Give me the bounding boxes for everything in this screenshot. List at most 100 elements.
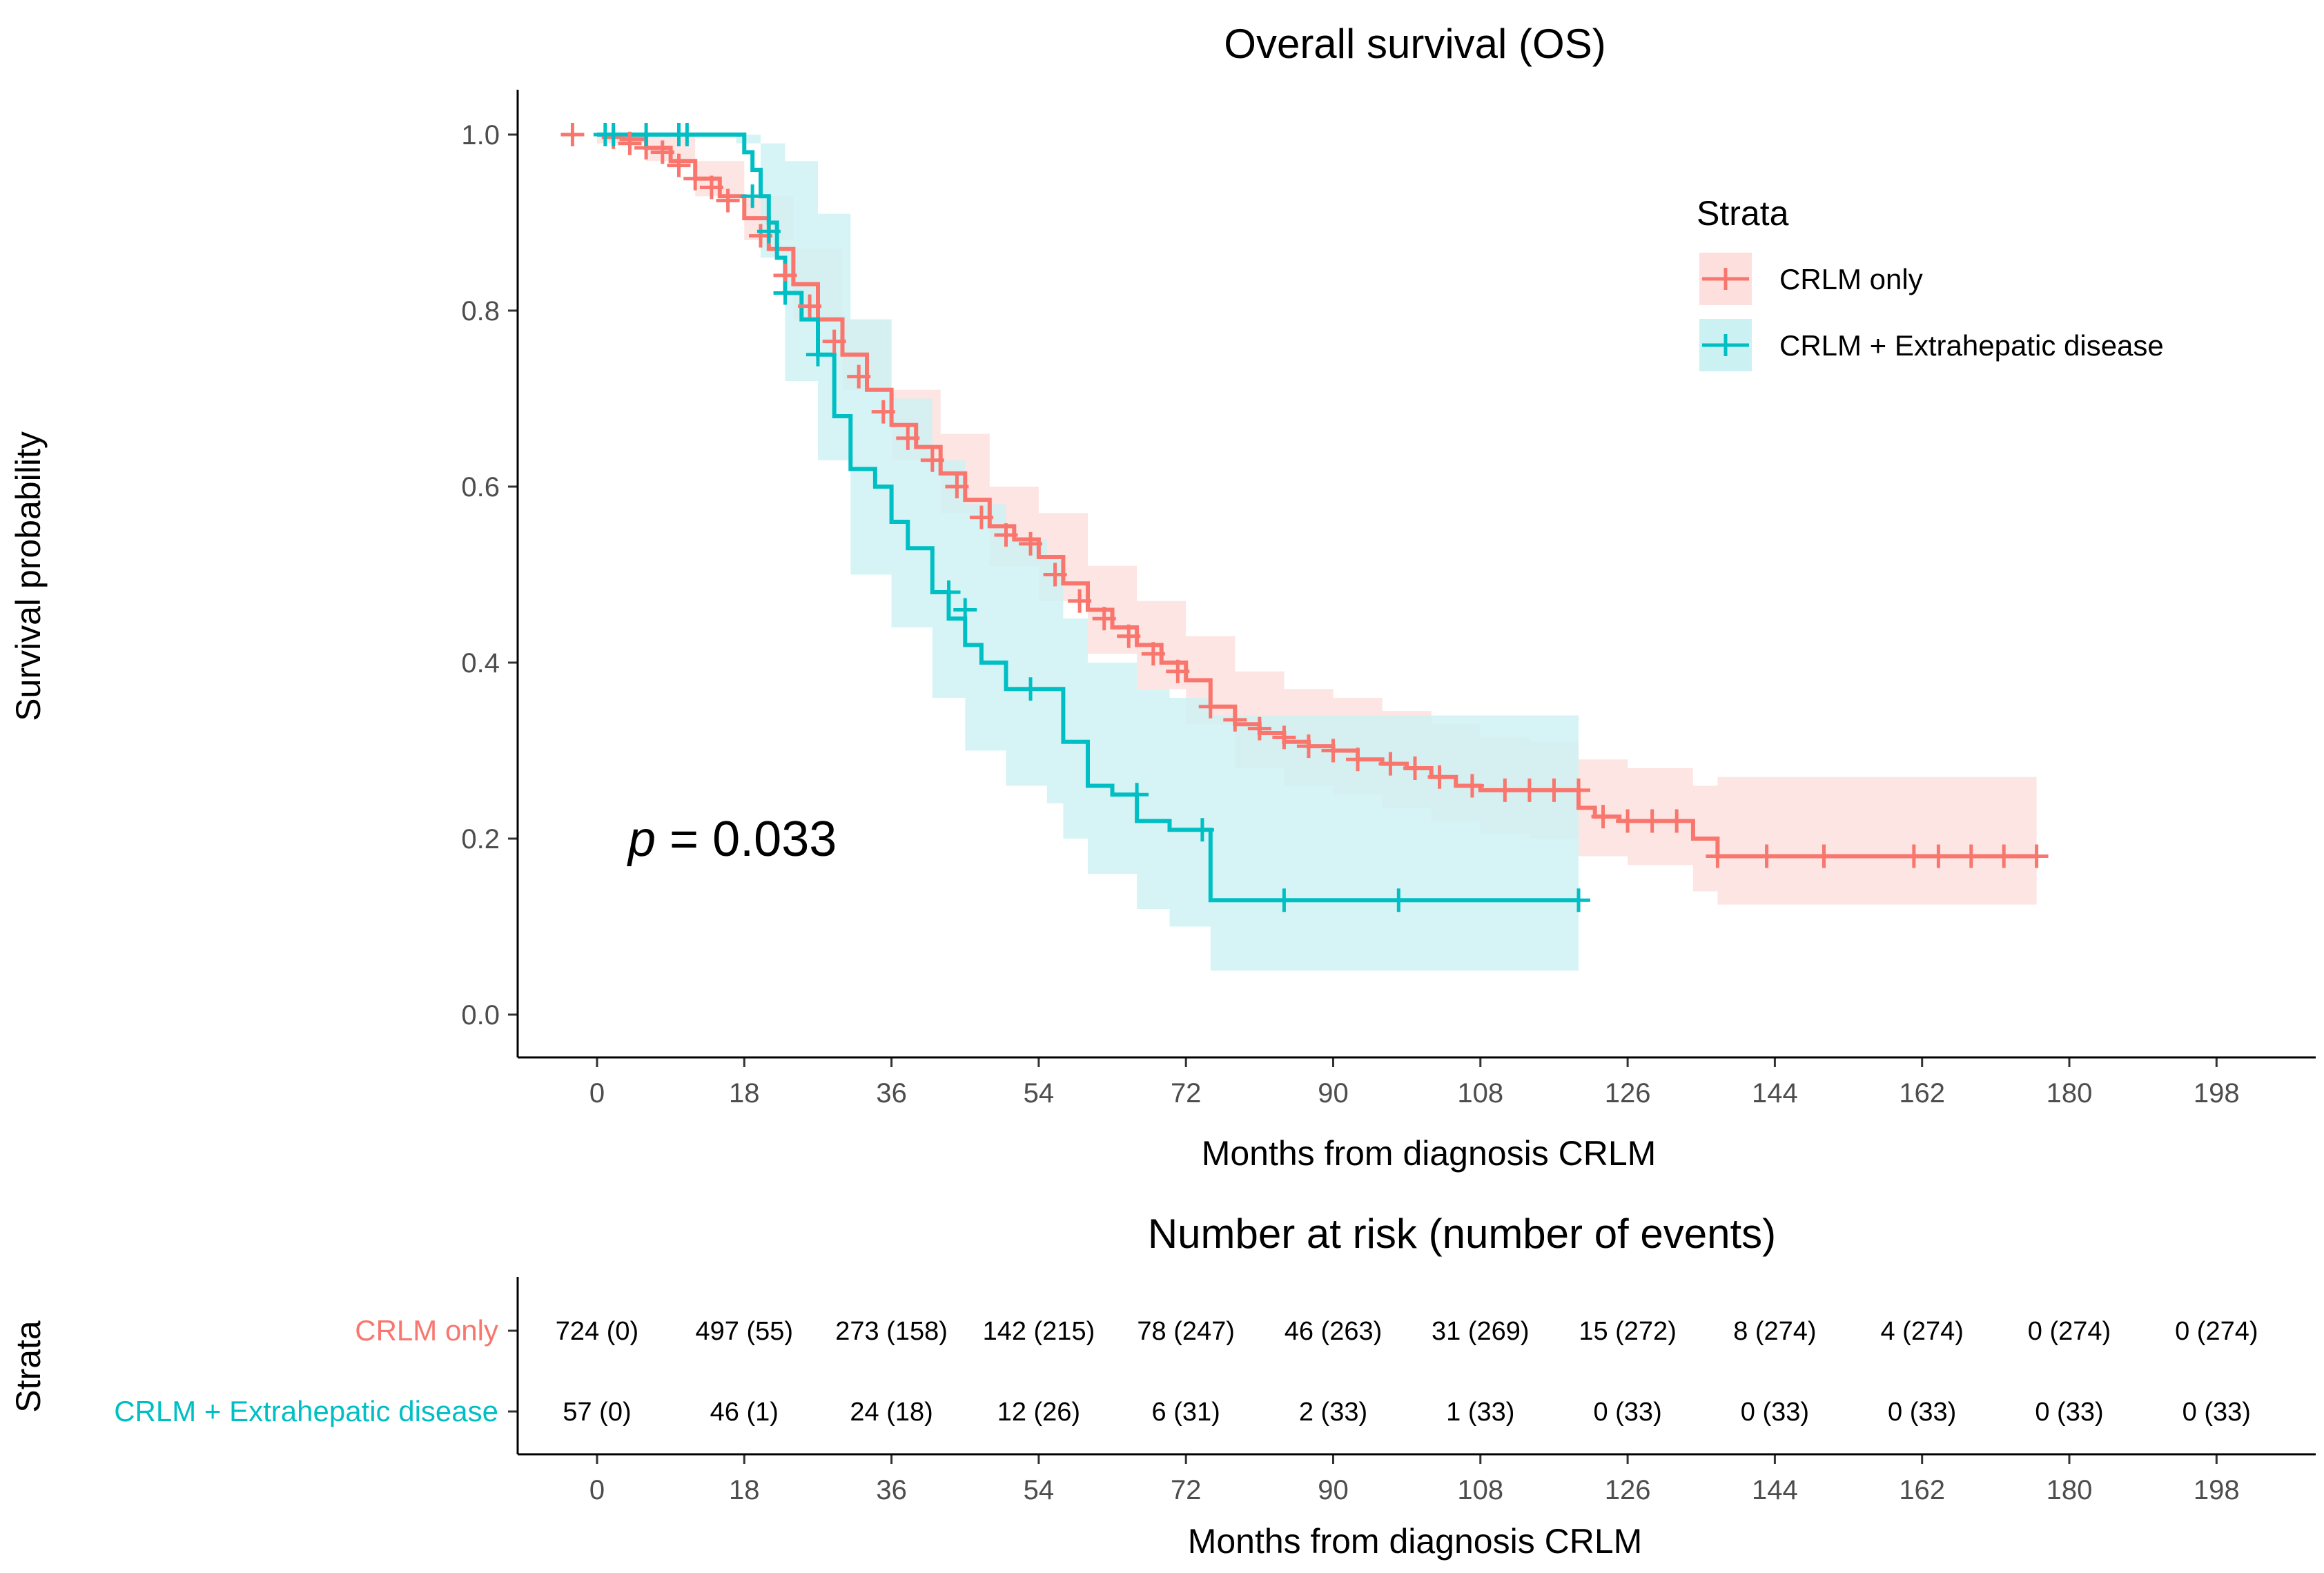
y-tick-label: 0.0: [461, 1000, 500, 1030]
legend-title: Strata: [1697, 194, 1789, 233]
censor-mark-crlm-only: [1092, 607, 1116, 631]
risk-cell: 57 (0): [563, 1398, 631, 1427]
risk-x-tick-label: 36: [876, 1475, 907, 1505]
x-tick-label: 90: [1318, 1078, 1349, 1108]
risk-x-tick-label: 72: [1171, 1475, 1202, 1505]
risk-x-tick-label: 90: [1318, 1475, 1349, 1505]
censor-mark-extrahepatic: [953, 598, 977, 622]
censor-mark-extrahepatic: [1125, 783, 1149, 807]
x-tick-label: 162: [1899, 1078, 1945, 1108]
censor-mark-crlm-only: [1992, 844, 2016, 868]
censor-mark-crlm-only: [650, 140, 674, 164]
censor-mark-extrahepatic: [1272, 888, 1296, 912]
censor-mark-crlm-only: [618, 131, 642, 155]
risk-cell: 12 (26): [997, 1398, 1080, 1427]
risk-cell: 0 (33): [2035, 1398, 2103, 1427]
censor-mark-crlm-only: [1616, 809, 1640, 833]
risk-cell: 2 (33): [1299, 1398, 1367, 1427]
risk-cell: 0 (33): [1741, 1398, 1809, 1427]
x-tick-label: 36: [876, 1078, 907, 1108]
censor-mark-crlm-only: [1902, 844, 1926, 868]
censor-mark-crlm-only: [1198, 694, 1222, 719]
censor-mark-crlm-only: [1542, 778, 1566, 802]
risk-x-tick-label: 126: [1605, 1475, 1651, 1505]
x-tick-label: 144: [1752, 1078, 1798, 1108]
censor-mark-crlm-only: [1141, 642, 1165, 666]
risk-cell: 78 (247): [1137, 1317, 1235, 1346]
risk-cells: 724 (0) 497 (55) 273 (158) 142 (215) 78 (247…: [556, 1317, 2258, 1427]
risk-cell: 497 (55): [696, 1317, 794, 1346]
risk-cell: 0 (274): [2175, 1317, 2258, 1346]
censor-mark-crlm-only: [1166, 659, 1190, 683]
censor-mark-crlm-only: [1117, 624, 1141, 648]
censor-mark-extrahepatic: [1387, 888, 1411, 912]
censor-mark-crlm-only: [969, 505, 993, 529]
censor-mark-crlm-only: [822, 329, 846, 353]
censor-mark-crlm-only: [1247, 716, 1271, 741]
risk-cell: 724 (0): [556, 1317, 638, 1346]
censor-mark-crlm-only: [683, 166, 707, 190]
censor-mark-crlm-only: [1926, 844, 1951, 868]
censor-mark-extrahepatic: [741, 184, 765, 208]
risk-x-tick-label: 0: [589, 1475, 605, 1505]
risk-cell: 4 (274): [1880, 1317, 1963, 1346]
y-axis-ticks: 0.0 0.2 0.4 0.6 0.8 1.0: [461, 120, 518, 1030]
risk-x-tick-label: 108: [1457, 1475, 1503, 1505]
risk-x-axis-ticks: 0 18 36 54 72 90 108 126 144 162 180 198: [589, 1454, 2240, 1505]
censor-mark-crlm-only: [1223, 707, 1247, 732]
censor-marks: [560, 123, 2049, 912]
x-axis-title: Months from diagnosis CRLM: [1202, 1134, 1657, 1173]
legend-label-extrahepatic: CRLM + Extrahepatic disease: [1779, 329, 2164, 362]
p-value: p = 0.033: [627, 812, 837, 867]
y-tick-label: 0.4: [461, 648, 500, 678]
y-axis-title: Survival probability: [9, 431, 48, 721]
censor-mark-extrahepatic: [601, 123, 625, 146]
legend: Strata CRLM only CRLM + Extrahepatic dis…: [1697, 194, 2164, 371]
p-value-symbol: p: [627, 812, 656, 867]
censor-mark-crlm-only: [1019, 531, 1043, 556]
censor-mark-crlm-only: [896, 426, 920, 450]
y-tick-label: 0.6: [461, 472, 500, 502]
censor-mark-extrahepatic: [937, 580, 961, 604]
censor-mark-extrahepatic: [773, 281, 797, 305]
censor-mark-crlm-only: [699, 175, 723, 199]
risk-cell: 273 (158): [835, 1317, 948, 1346]
y-tick-label: 0.2: [461, 824, 500, 854]
x-tick-label: 18: [729, 1078, 760, 1108]
censor-mark-crlm-only: [1460, 774, 1484, 798]
censor-mark-extrahepatic: [1019, 677, 1043, 701]
censor-mark-crlm-only: [716, 188, 740, 213]
censor-mark-crlm-only: [1068, 589, 1092, 613]
censor-mark-crlm-only: [1043, 563, 1067, 587]
risk-cell: 0 (33): [1888, 1398, 1956, 1427]
censor-mark-crlm-only: [1321, 739, 1345, 763]
risk-cell: 46 (263): [1285, 1317, 1383, 1346]
censor-mark-crlm-only: [1346, 748, 1370, 772]
censor-mark-crlm-only: [847, 364, 871, 389]
survival-plot-panel: 0.0 0.2 0.4 0.6 0.8 1.0 0 18 36 54 72 90 108 126 144 1…: [461, 90, 2316, 1108]
risk-cell: 31 (269): [1432, 1317, 1530, 1346]
risk-x-tick-label: 144: [1752, 1475, 1798, 1505]
risk-row-labels: CRLM only CRLM + Extrahepatic disease: [114, 1314, 518, 1427]
censor-mark-extrahepatic: [634, 123, 658, 146]
censor-mark-crlm-only: [994, 523, 1018, 547]
censor-mark-crlm-only: [2024, 844, 2049, 868]
risk-cell: 142 (215): [983, 1317, 1095, 1346]
risk-cell: 0 (274): [2028, 1317, 2111, 1346]
censor-mark-crlm-only: [560, 123, 585, 146]
censor-mark-crlm-only: [1591, 805, 1615, 829]
censor-mark-crlm-only: [1812, 844, 1836, 868]
censor-mark-crlm-only: [1427, 765, 1452, 789]
y-tick-label: 1.0: [461, 120, 500, 150]
censor-mark-extrahepatic: [805, 342, 830, 367]
risk-table-title: Number at risk (number of events): [1148, 1211, 1776, 1257]
risk-x-tick-label: 18: [729, 1475, 760, 1505]
censor-mark-crlm-only: [1272, 725, 1296, 750]
risk-x-axis-title: Months from diagnosis CRLM: [1188, 1522, 1643, 1561]
censor-mark-crlm-only: [1706, 844, 1730, 868]
censor-mark-crlm-only: [1296, 734, 1320, 759]
risk-row-label: CRLM only: [355, 1314, 498, 1347]
censor-mark-crlm-only: [1403, 756, 1427, 780]
x-tick-label: 180: [2047, 1078, 2093, 1108]
censor-mark-extrahepatic: [756, 219, 781, 244]
